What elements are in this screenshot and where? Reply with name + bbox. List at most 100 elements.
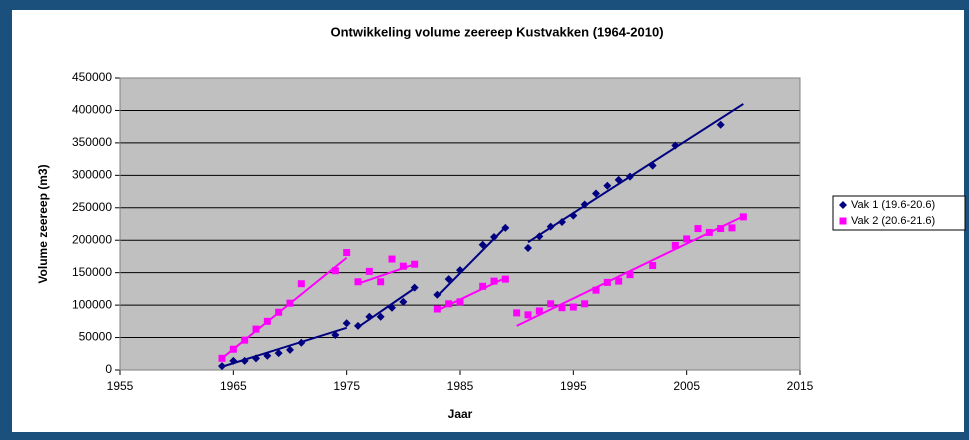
x-tick-label: 1985 [447,379,474,393]
trendline [357,287,416,328]
point [252,325,260,333]
point [286,299,294,307]
point [546,222,555,231]
x-tick-label: 1965 [220,379,247,393]
point [671,241,679,249]
point [411,260,419,268]
point [433,305,441,313]
point [331,330,340,339]
y-tick-label: 350000 [72,135,112,149]
x-tick-label: 1975 [333,379,360,393]
point [626,172,634,181]
point [365,267,373,275]
point [354,278,362,286]
point [241,336,249,344]
y-tick-label: 400000 [72,103,112,117]
point [671,141,680,150]
point [603,278,611,286]
point [580,200,589,209]
y-tick-label: 200000 [72,232,112,246]
y-tick-label: 50000 [79,330,113,344]
point [839,217,847,225]
point [297,280,305,288]
chart-title: Ontwikkeling volume zeereep Kustvakken (… [330,24,663,39]
point [614,175,623,184]
point [365,312,374,321]
trendline [516,215,744,327]
point [275,308,283,316]
point [501,275,509,283]
legend-label: Vak 1 (19.6-20.6) [851,199,935,211]
point [478,240,487,249]
point [388,303,396,312]
x-tick-label: 2005 [673,379,700,393]
point [649,262,657,270]
plot-area [120,78,800,370]
point [524,311,532,319]
point [739,213,747,221]
point [445,300,453,308]
point [433,290,442,299]
y-tick-label: 150000 [72,265,112,279]
point [535,232,544,241]
point [592,189,600,198]
point [388,255,396,263]
point [456,266,464,275]
point [490,232,498,241]
point [252,354,260,363]
point [615,277,623,285]
y-axis-label: Volume zeereep (m3) [36,164,50,283]
point [490,277,498,285]
y-tick-label: 0 [105,362,112,376]
legend-label: Vak 2 (20.6-21.6) [851,215,935,227]
point [263,317,271,325]
point [479,282,487,290]
point [592,286,600,294]
point [229,356,238,365]
point [354,321,362,330]
point [513,309,521,317]
point [716,120,725,129]
trendline [527,103,744,244]
point [444,275,453,284]
point [603,181,612,190]
point [240,356,249,365]
y-tick-label: 100000 [72,297,112,311]
y-tick-label: 250000 [72,200,112,214]
point [683,235,691,243]
point [274,349,283,358]
point [229,345,237,353]
point [286,345,294,354]
point [456,298,464,306]
point [839,201,847,209]
point [626,271,634,279]
point [581,300,589,308]
point [717,225,725,233]
point [694,225,702,233]
point [331,267,339,275]
point [535,307,543,315]
y-tick-label: 300000 [72,168,112,182]
y-tick-label: 450000 [72,70,112,84]
x-axis-label: Jaar [448,407,473,421]
point [297,338,306,347]
plot-border [119,77,801,371]
x-tick-label: 1955 [107,379,134,393]
point [377,278,385,286]
point [705,228,713,236]
point [569,303,577,311]
point [399,297,408,306]
legend [832,195,966,231]
point [410,283,419,292]
point [569,211,578,220]
point [342,319,351,328]
point [558,304,566,312]
point [263,351,272,360]
point [558,218,566,227]
point [501,223,510,232]
point [218,354,226,362]
point [376,312,385,321]
point [728,224,736,232]
x-tick-label: 2015 [787,379,814,393]
